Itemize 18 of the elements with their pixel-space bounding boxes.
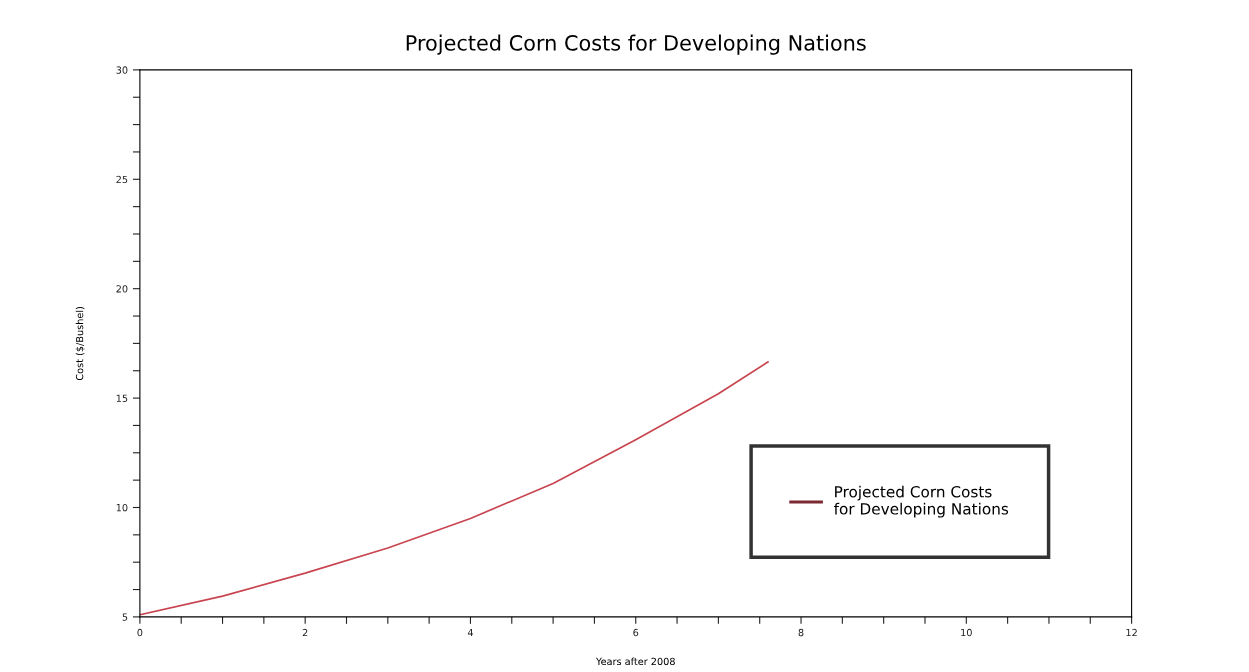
x-tick-label: 10 [961,628,972,637]
x-axis-title: Years after 2008 [595,657,675,666]
x-tick-label: 12 [1126,628,1137,637]
y-axis-title: Cost ($/Bushel) [75,306,85,381]
x-tick-label: 0 [137,628,143,637]
chart-title: Projected Corn Costs for Developing Nations [406,34,866,55]
x-tick-label: 8 [798,628,804,637]
y-tick-label: 10 [116,503,128,512]
x-tick-label: 6 [633,628,639,637]
y-tick-label: 15 [116,394,128,402]
x-tick-label: 4 [467,629,473,637]
y-tick-label: 25 [116,175,128,184]
y-tick-label: 20 [116,285,128,293]
line-series [139,361,769,616]
y-tick-label: 30 [116,66,128,74]
y-tick-label: 5 [122,613,128,621]
x-tick-label: 2 [302,628,308,637]
text: Projected Corn Costs for Developing Nations [833,485,1009,518]
